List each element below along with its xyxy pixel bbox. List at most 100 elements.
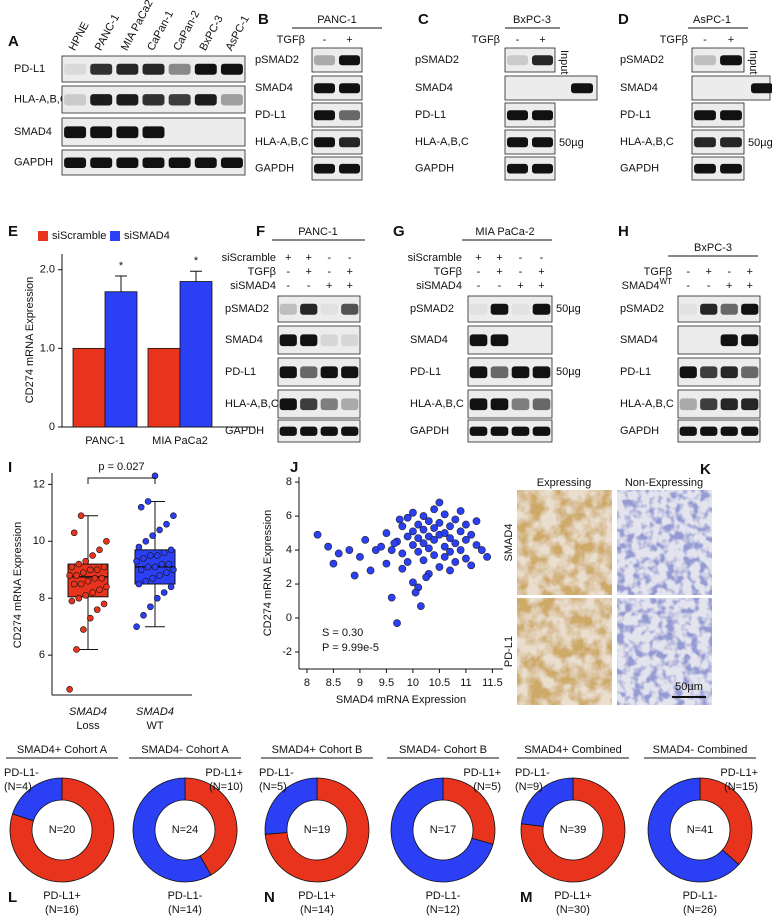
p-value: p = 0.027 (98, 461, 144, 473)
band (168, 63, 191, 75)
data-point (324, 542, 333, 551)
condition-sign: - (686, 280, 690, 292)
data-point (77, 512, 85, 519)
y-tick-label: 0 (49, 421, 55, 433)
slice-label: PD-L1+ (463, 767, 501, 779)
data-point (451, 558, 460, 566)
slice-label: PD-L1- (515, 767, 550, 779)
data-point (446, 522, 454, 531)
band (511, 366, 530, 379)
band (720, 334, 738, 347)
data-point (160, 589, 168, 596)
band (320, 398, 338, 411)
donut-slice (520, 777, 626, 883)
blot-strip (504, 156, 556, 181)
row-label: HLA-A,B,C (620, 136, 674, 148)
y-tick-label: -2 (282, 646, 292, 658)
donut-slice (264, 777, 318, 835)
condition-label: siSMAD4 (416, 280, 462, 292)
data-point (133, 623, 140, 630)
data-point (151, 563, 159, 571)
band (490, 334, 509, 347)
band (507, 110, 528, 121)
panel-label: J (290, 459, 298, 476)
condition-sign: + (496, 252, 502, 264)
blot-title: PANC-1 (317, 14, 357, 26)
condition-label: TGFβ (660, 34, 688, 46)
y-axis-label: CD274 mRNA Expression (262, 510, 274, 637)
band (469, 398, 488, 411)
lane-label: HPNE (67, 20, 92, 53)
data-point (403, 558, 412, 566)
band (339, 137, 360, 148)
band (90, 157, 113, 168)
stat-annotation: P = 9.99e-5 (322, 642, 379, 654)
slice-count: (N=14) (168, 904, 202, 916)
band (679, 366, 697, 379)
data-point (100, 600, 108, 608)
panel-label: H (618, 223, 629, 240)
band (532, 398, 551, 411)
slice-label: PD-L1+ (205, 767, 243, 779)
band (339, 110, 360, 121)
data-point (93, 606, 101, 613)
band (490, 303, 509, 315)
condition-sign: - (327, 252, 331, 264)
legend-swatch (38, 231, 48, 241)
condition-sign: + (747, 280, 753, 292)
y-tick-label: 2.0 (40, 264, 55, 276)
data-point (398, 522, 407, 531)
row-label: HLA-A,B,C (14, 93, 68, 105)
slice-label: PD-L1+ (554, 890, 592, 902)
data-point (144, 563, 152, 571)
blot-note: 50µg (748, 137, 772, 149)
data-point (144, 498, 152, 505)
ihc-row-label: SMAD4 (503, 524, 515, 562)
data-point (419, 539, 428, 548)
condition-sign: + (539, 34, 545, 46)
data-point (356, 552, 364, 561)
data-point (167, 546, 175, 554)
data-point (387, 546, 396, 554)
band (720, 398, 738, 411)
band (116, 126, 139, 139)
condition-sign: - (707, 280, 711, 292)
row-label: pSMAD2 (620, 303, 664, 315)
error-bar (190, 270, 202, 282)
condition-sign: - (686, 266, 690, 278)
blot-title: AsPC-1 (693, 14, 731, 26)
band (314, 55, 335, 66)
band (339, 163, 360, 174)
data-point (440, 552, 449, 561)
x-tick-label: 11 (460, 677, 471, 689)
band (300, 366, 318, 379)
blot-title: BxPC-3 (694, 242, 732, 254)
condition-sign: - (286, 266, 290, 278)
data-point (446, 566, 454, 575)
data-point (75, 560, 83, 568)
data-point (440, 529, 449, 537)
y-tick-label: 1.0 (40, 342, 55, 354)
data-point (462, 520, 470, 529)
donut-slice (520, 777, 574, 827)
donut-slice (264, 777, 370, 883)
data-point (103, 583, 110, 591)
data-point (70, 580, 78, 588)
band (320, 334, 338, 347)
band (720, 366, 738, 379)
data-point (89, 552, 96, 559)
pie-title: SMAD4+ Cohort B (272, 744, 363, 756)
data-point (68, 597, 76, 605)
ihc-row-label: PD-L1 (503, 636, 515, 667)
x-tick-label: 11.5 (482, 677, 503, 689)
slice-count: (N=4) (4, 781, 32, 793)
slice-label: PD-L1+ (298, 890, 336, 902)
band (511, 426, 530, 436)
bar (72, 347, 106, 428)
data-point (390, 539, 399, 548)
data-point (398, 549, 407, 558)
band (507, 137, 528, 148)
slice-count: (N=14) (300, 904, 334, 916)
x-tick-label: MIA PaCa2 (152, 435, 208, 447)
condition-sign: + (726, 280, 732, 292)
